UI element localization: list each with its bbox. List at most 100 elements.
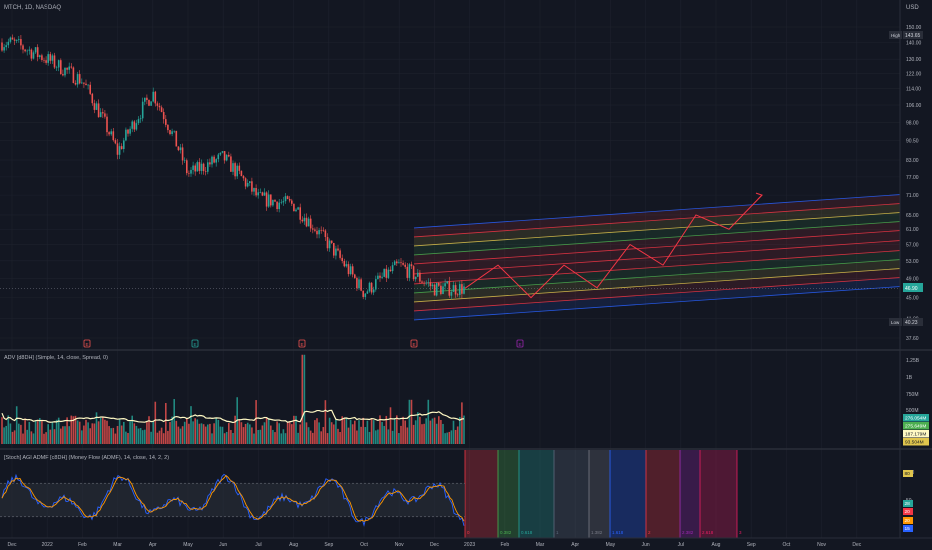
time-tick-label: Dec [852,542,861,548]
candle-body [76,74,79,85]
candle-body [177,146,180,151]
candle-body [454,285,457,295]
volume-bar [463,415,465,444]
candle-body [335,248,337,256]
volume-indicator-title[interactable]: ADV [d8DH] (Simple, 14, close, Spread, 0… [4,355,108,361]
fib-zone-fill [589,450,610,538]
candle-body [402,263,404,265]
fib-zone-fill [498,450,519,538]
volume-bar [318,422,320,444]
volume-bar [186,418,188,444]
volume-bar [391,430,394,444]
candle-body [41,55,43,61]
candle-body [333,242,335,256]
volume-bar [204,426,207,444]
price-tick-label: 71.00 [906,193,919,199]
volume-bar [246,422,249,444]
time-tick-label: May [183,542,193,548]
candle-body [419,272,421,282]
volume-bar [148,416,150,444]
earnings-marker-label: E [300,342,303,347]
volume-bar [32,433,35,444]
projection-path[interactable] [464,192,763,299]
candle-body [265,192,268,207]
volume-bar [438,416,440,444]
price-axis[interactable]: 150.00 140.00 130.00 122.00 114.00 106.00 98.0… [906,25,922,342]
earnings-marker-box [83,339,91,348]
candle-body [211,156,213,165]
candle-body [267,194,270,207]
candle-body [123,140,125,150]
volume-bar [57,417,60,444]
price-tick-label: 61.00 [906,227,919,233]
volume-bar [414,420,417,444]
candle-body [450,291,453,296]
channel-line [413,286,901,321]
volume-bar [423,423,425,444]
volume-bar [43,433,45,444]
volume-bar [60,428,62,444]
volume-bar [433,417,436,444]
candle-body [320,230,322,231]
candle-body [173,130,175,132]
channel-line [413,221,901,256]
candle-body [78,74,81,84]
candle-body [299,207,301,220]
candle-body [129,128,131,134]
stochastic-lines [0,473,465,527]
candle-body [429,282,432,287]
candle-body [93,103,96,110]
candle-body [385,268,388,278]
volume-bar [144,429,146,444]
time-tick-label: Sep [747,542,756,548]
volume-bar [192,421,194,444]
volume-bar [15,406,18,444]
volume-bar [381,422,383,444]
time-tick-label: 2022 [42,542,53,548]
channel-band [414,277,900,320]
candle-body [322,230,325,231]
candle-body [169,130,171,134]
time-axis[interactable]: Dec 2022 Feb Mar Apr May Jun Jul Aug Sep Oct Nov Dec… [8,542,862,548]
candle-body [192,165,194,170]
volume-bar [22,433,24,444]
volume-bar [408,399,411,444]
volume-bar [417,412,419,444]
channel-line [413,250,901,285]
candle-body [375,279,377,290]
time-tick-label: Feb [500,542,509,548]
volume-bar [276,421,278,444]
candle-body [282,201,285,203]
volume-bar [7,415,10,444]
volume-bar [211,433,213,444]
candle-body [261,192,264,196]
candle-body [202,163,205,172]
regression-channel[interactable] [0,194,901,321]
price-tick-label: 150.00 [906,25,922,31]
volume-bar [429,420,432,444]
candle-body [431,284,434,287]
candle-body [354,274,356,278]
time-tick-label: Jul [678,542,684,548]
volume-bar [89,428,91,444]
candle-body [18,39,20,40]
volume-bar [18,423,20,444]
volume-tick-label: 500M [906,408,919,414]
candle-body [438,283,440,286]
candle-body [26,50,28,52]
volume-badge [903,414,929,422]
fib-zone-fill [610,450,646,538]
time-tick-label: Jul [255,542,261,548]
volume-bar [200,423,203,444]
volume-bar [68,426,70,444]
stoch-badge-value: 28 [905,501,911,507]
channel-band [414,259,900,302]
stoch-badge-value: 80 [905,471,911,477]
price-tick-label: 65.00 [906,213,919,219]
volume-bar [141,430,144,444]
stoch-indicator-title[interactable]: [Stoch] AGI ADMF [c8DH] (Money Flow (ADM… [4,455,169,461]
candle-body [240,170,243,177]
volume-bar [225,431,228,444]
